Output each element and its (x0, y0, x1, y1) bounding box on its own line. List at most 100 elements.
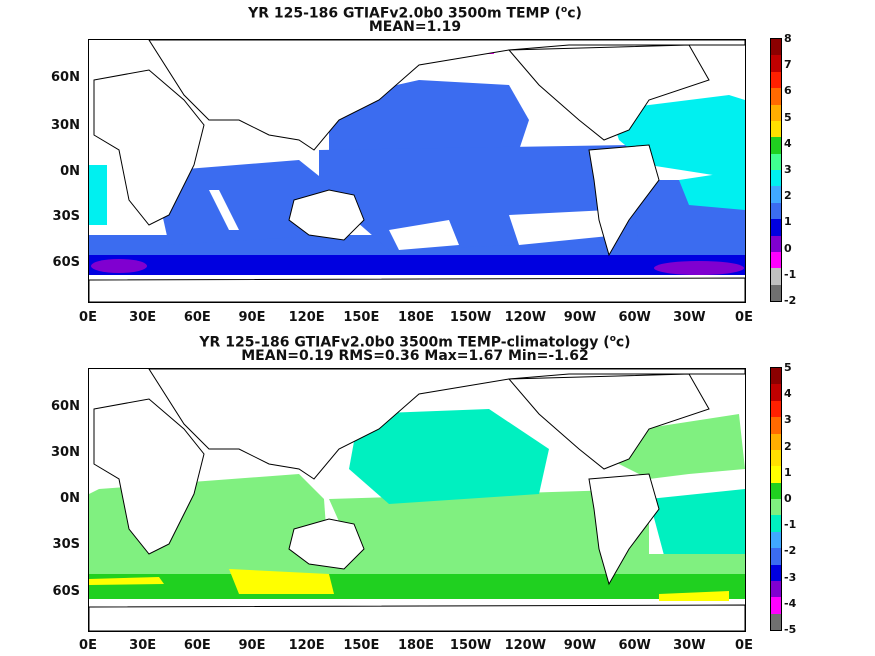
lon-label: 60W (618, 638, 651, 653)
colorbar-swatch (771, 268, 781, 285)
colorbar-label: 6 (784, 84, 792, 98)
lon-label: 180E (397, 638, 435, 653)
colorbar-label: 1 (784, 215, 792, 229)
colorbar-swatch (771, 564, 781, 581)
panel1-title-text: YR 125-186 GTIAFv2.0b0 3500m TEMP ( (248, 5, 561, 22)
colorbar-swatch (771, 137, 781, 154)
colorbar-label: 4 (784, 136, 792, 150)
colorbar-swatch (771, 384, 781, 401)
yellow-patch-3 (659, 591, 729, 604)
panel2-colorbar (770, 367, 782, 631)
colorbar-swatch (771, 88, 781, 105)
yellow-patch-2 (89, 577, 164, 585)
colorbar-swatch (771, 153, 781, 170)
lat-label: 0N (60, 164, 80, 179)
colorbar-label: -2 (784, 544, 797, 558)
lon-label: 60E (183, 638, 211, 653)
colorbar-swatch (771, 417, 781, 434)
lon-label: 150E (343, 310, 380, 325)
atlantic-cyan-patch (679, 170, 745, 210)
lon-label: 30W (673, 310, 706, 325)
north-america (507, 44, 710, 141)
purple-patch (654, 261, 744, 275)
panel1-title-unit: c) (567, 5, 582, 22)
lat-label: 60S (52, 255, 80, 270)
yellow-patch (229, 569, 334, 594)
colorbar-swatch (771, 71, 781, 89)
panel1-title: YR 125-186 GTIAFv2.0b0 3500m TEMP (oc) (0, 2, 830, 23)
lon-label: 120W (504, 310, 547, 325)
colorbar-swatch (771, 251, 781, 269)
colorbar-swatch (771, 548, 781, 565)
degree-sup: o (609, 334, 616, 344)
colorbar-label: -2 (784, 294, 797, 307)
panel2-title: YR 125-186 GTIAFv2.0b0 3500m TEMP-climat… (0, 331, 830, 352)
lon-label: 120E (288, 310, 325, 325)
colorbar-swatch (771, 531, 781, 549)
colorbar-label: 5 (784, 110, 792, 124)
lon-label: 0E (735, 310, 753, 325)
lon-label: 150W (449, 310, 492, 325)
lon-label: 0E (735, 638, 753, 653)
colorbar-label: 3 (784, 163, 792, 176)
colorbar-label: 5 (784, 361, 792, 374)
lon-label: 0E (79, 638, 97, 653)
lon-label: 30E (129, 638, 157, 653)
antarctica (89, 604, 745, 631)
colorbar-swatch (771, 580, 781, 598)
colorbar-swatch (771, 170, 781, 187)
lon-label: 90E (238, 310, 266, 325)
colorbar-label: -1 (784, 267, 797, 281)
colorbar-swatch (771, 613, 781, 630)
africa (93, 398, 205, 555)
colorbar-swatch (771, 515, 781, 532)
lon-label: 150W (449, 638, 492, 653)
colorbar-label: 4 (784, 387, 792, 401)
panel2-map (88, 368, 746, 632)
colorbar-label: 2 (784, 189, 792, 203)
degree-sup: o (561, 5, 568, 15)
panel2-title-unit: c) (615, 334, 631, 351)
panel1-map (88, 39, 746, 303)
australia (288, 189, 365, 241)
pacific-white-ridge-2 (389, 220, 459, 250)
colorbar-swatch (771, 55, 781, 72)
lon-label: 60W (618, 310, 651, 325)
colorbar-swatch (771, 120, 781, 138)
lat-label: 30N (51, 118, 80, 133)
colorbar-label: 0 (784, 492, 792, 505)
lon-label: 90W (563, 638, 597, 653)
purple-patch (91, 259, 147, 273)
indian-ocean (159, 160, 329, 245)
lon-label: 90E (238, 638, 266, 653)
antarctica (89, 277, 745, 302)
colorbar-swatch (771, 39, 781, 56)
colorbar-swatch (771, 449, 781, 467)
colorbar-label: 0 (784, 241, 792, 255)
lat-label: 60N (51, 70, 80, 85)
lon-label: 180E (397, 310, 435, 325)
colorbar-swatch (771, 400, 781, 418)
panel2-subtitle: MEAN=0.19 RMS=0.36 Max=1.67 Min=-1.62 (241, 348, 589, 364)
lat-label: 30S (52, 209, 80, 224)
colorbar-label: -5 (784, 623, 797, 636)
panel2-map-svg (89, 369, 745, 631)
panel1-colorbar (770, 38, 782, 302)
indian-white-streak (209, 190, 239, 230)
africa (93, 69, 205, 226)
lat-label: 30N (51, 445, 80, 460)
lon-label: 120W (504, 638, 547, 653)
colorbar-swatch (771, 235, 781, 252)
colorbar-swatch (771, 466, 781, 483)
east-atlantic-strip (89, 165, 107, 225)
colorbar-label: -1 (784, 518, 797, 532)
north-america (507, 373, 710, 470)
north-pacific-anomaly (349, 409, 549, 504)
colorbar-swatch (771, 284, 781, 301)
lon-label: 30W (673, 638, 706, 653)
south-america (588, 473, 660, 586)
lat-label: 30S (52, 537, 80, 552)
colorbar-swatch (771, 104, 781, 121)
colorbar-label: 2 (784, 439, 792, 453)
colorbar-swatch (771, 368, 781, 385)
